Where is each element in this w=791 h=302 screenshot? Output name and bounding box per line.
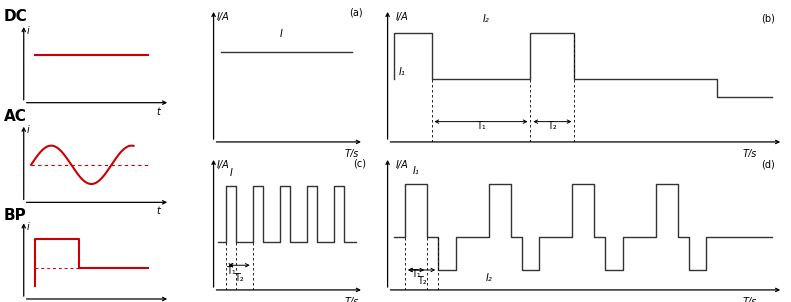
Text: AC: AC — [4, 109, 27, 124]
Text: i: i — [27, 26, 29, 36]
Text: I: I — [280, 29, 282, 39]
Text: T/s: T/s — [345, 149, 359, 159]
Text: (a): (a) — [349, 8, 362, 18]
Text: (d): (d) — [761, 160, 775, 170]
Text: (c): (c) — [354, 159, 366, 169]
Text: BP: BP — [4, 208, 27, 223]
Text: t: t — [157, 107, 161, 117]
Text: T₁: T₁ — [476, 121, 486, 131]
Text: i: i — [27, 222, 29, 232]
Text: I: I — [229, 168, 233, 178]
Text: T₂: T₂ — [417, 276, 426, 286]
Text: t: t — [157, 206, 161, 216]
Text: I/A: I/A — [217, 12, 229, 22]
Text: T₁: T₁ — [226, 266, 236, 276]
Text: (b): (b) — [761, 14, 775, 24]
Text: T₂: T₂ — [234, 273, 244, 283]
Text: T/s: T/s — [743, 297, 757, 302]
Text: I₁: I₁ — [413, 166, 419, 176]
Text: T₁: T₁ — [411, 269, 421, 279]
Text: I₂: I₂ — [486, 273, 492, 283]
Text: T/s: T/s — [743, 149, 757, 159]
Text: I/A: I/A — [217, 160, 229, 170]
Text: I/A: I/A — [396, 12, 408, 22]
Text: I₁: I₁ — [399, 67, 405, 77]
Text: T/s: T/s — [345, 297, 359, 302]
Text: T₂: T₂ — [547, 121, 557, 131]
Text: DC: DC — [4, 9, 28, 24]
Text: I₂: I₂ — [483, 14, 490, 24]
Text: I/A: I/A — [396, 160, 408, 170]
Text: i: i — [27, 125, 29, 135]
